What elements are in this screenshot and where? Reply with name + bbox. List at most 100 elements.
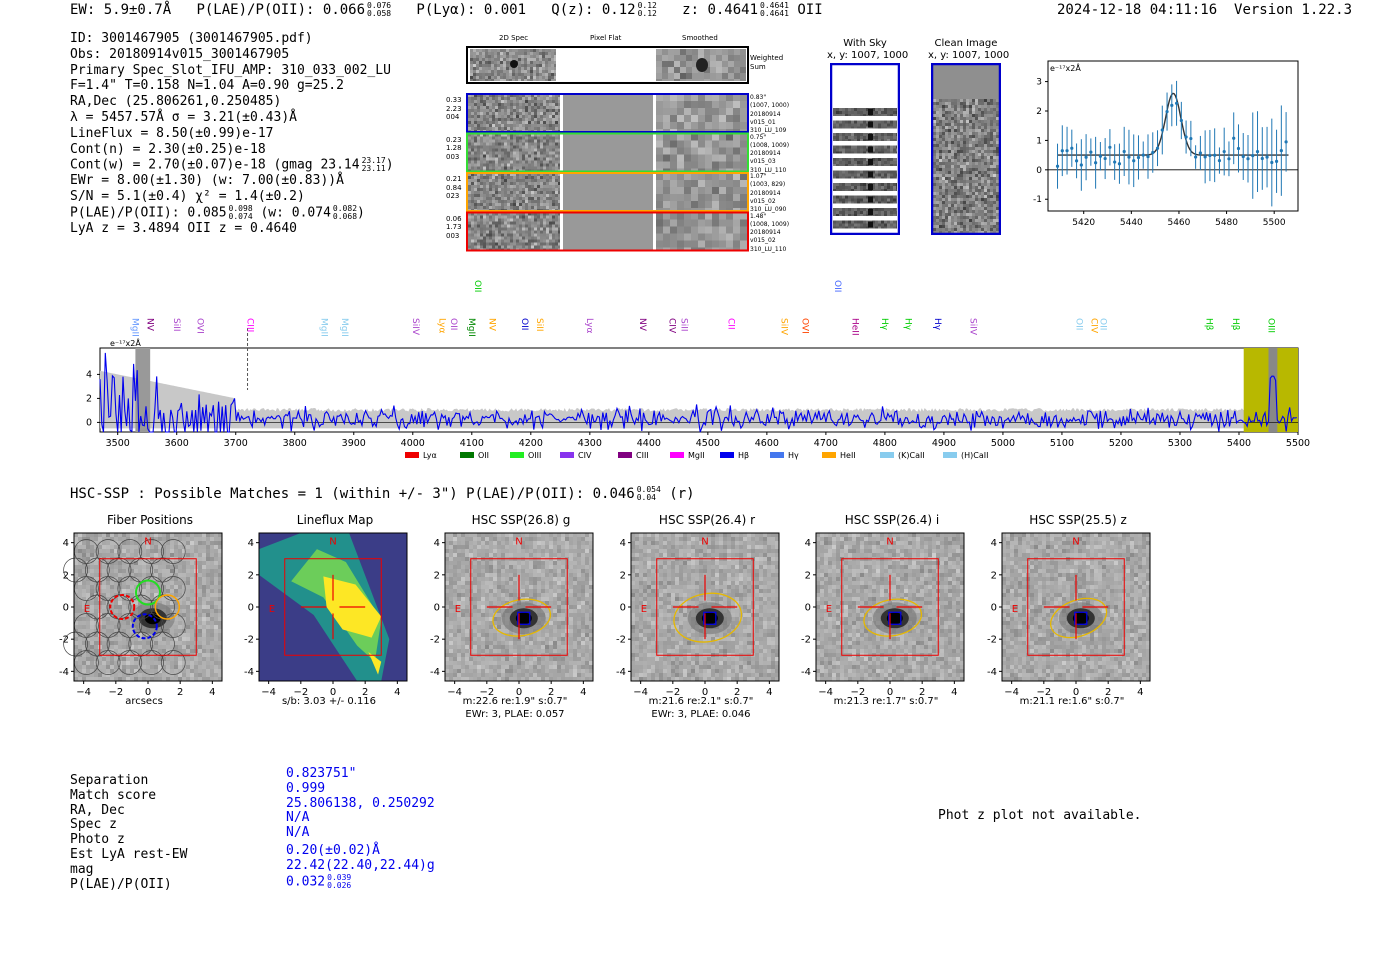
fit-point — [1203, 130, 1207, 184]
info-plae-hi: 0.098 — [228, 203, 253, 213]
fiber-red — [109, 594, 136, 620]
fit-point — [1217, 147, 1222, 174]
hsc-xtick-1-3: 2 — [362, 687, 368, 698]
cutout-frame-1 — [466, 132, 749, 173]
with-sky-stripe-4 — [833, 158, 897, 166]
spectrum-flux — [99, 352, 1297, 433]
hsc-noise-0 — [74, 533, 222, 681]
hsc-panel-image-3: N E 4 2 0 -2 -4 −4 −2 0 2 4 — [616, 532, 780, 698]
info-radec: RA,Dec (25.806261,0.250485) — [70, 94, 282, 110]
fit-point — [1170, 84, 1174, 127]
hsc-ytick-3-1: 2 — [620, 570, 626, 581]
hsc-ytick-0-4: -4 — [59, 667, 69, 678]
match-value-7: 0.032 0.039 0.026 — [286, 872, 352, 890]
spec-xtick-8: 4300 — [578, 438, 602, 449]
north-label-1: N — [329, 536, 336, 547]
legend-item-1: OII — [460, 451, 489, 460]
fit-point — [1184, 120, 1188, 154]
fit-ytick-0: 3 — [1036, 78, 1042, 88]
spectral-line-label-11: OII — [472, 280, 482, 292]
cutout-divider-a-1 — [560, 133, 563, 172]
weighted-label: Weighted — [750, 54, 784, 62]
match-label-7: P(LAE)/P(OII) — [70, 876, 172, 892]
spectral-line-label-19: CII — [726, 318, 736, 330]
hsc-header-text: HSC-SSP : Possible Matches = 1 (within +… — [70, 486, 635, 502]
hsc-xtick-1-4: 4 — [394, 687, 400, 698]
spec-xtick-0: 3500 — [106, 438, 130, 449]
cutout-divider-b-2 — [653, 173, 656, 211]
cutout-right-2-2: 20180914 — [750, 189, 781, 197]
hsc-panel-5: HSC SSP(25.5) z N E 4 2 0 -2 -4 −4 −2 0 2 4 m:21.1 re… — [987, 510, 1183, 725]
spectral-line-label-33: OIII — [1266, 318, 1276, 333]
fit-point — [1274, 129, 1279, 193]
hsc-ytick-0-3: -2 — [59, 635, 69, 646]
fit-point — [1246, 134, 1250, 183]
fit-point — [1098, 142, 1102, 171]
cutout-frame-0 — [466, 93, 749, 133]
hsc-xtick-3-3: 2 — [734, 687, 740, 698]
cutout-2d-noise-0 — [468, 94, 560, 132]
hsc-panel-4: HSC SSP(26.4) i N E 4 2 0 -2 -4 −4 −2 0 2 4 m:21.3 re… — [801, 510, 997, 725]
clean-image-title: Clean Image — [934, 38, 998, 49]
info-plae-w: (w: 0.074 — [260, 205, 331, 221]
info-lambda: λ = 5457.57Å σ = 3.21(±0.43)Å — [70, 109, 297, 125]
cutout-flat-3 — [562, 212, 654, 251]
hsc-red-box-1 — [284, 558, 382, 656]
hsc-hi: 0.054 — [636, 485, 661, 494]
hsc-panel-title-3: HSC SSP(26.4) r — [658, 513, 756, 527]
hsc-xtick-2-1: −2 — [479, 687, 494, 698]
fit-point — [1141, 141, 1145, 169]
fit-point — [1094, 136, 1098, 189]
cutout-right-3-1: (1008, 1009) — [750, 220, 790, 228]
hsc-ytick-5-0: 4 — [991, 538, 997, 549]
cutout-right-3-3: v015_02 — [750, 237, 776, 245]
match-value-4: N/A — [286, 825, 310, 841]
hsc-xtick-4-2: 0 — [887, 687, 893, 698]
info-plae: P(LAE)/P(OII): 0.085 — [70, 205, 227, 221]
fit-point — [1165, 92, 1169, 131]
hsc-ytick-3-0: 4 — [620, 538, 626, 549]
hsc-xtick-3-1: −2 — [665, 687, 680, 698]
spectral-line-label-0: MgII — [130, 318, 140, 337]
svg-text:OIII: OIII — [528, 451, 541, 460]
east-label-4: E — [826, 604, 832, 615]
hsc-ytick-0-2: 0 — [63, 603, 69, 614]
match-value-6: 22.42(22.40,22.44)g — [286, 857, 435, 873]
cutout-2d-noise-3 — [468, 212, 560, 251]
match-value-2: 25.806138, 0.250292 — [286, 795, 435, 811]
spectral-line-label-20: SiIV — [779, 318, 789, 336]
cutout-left-2-0: 0.21 — [446, 175, 462, 183]
cutout-right-0-2: 20180914 — [750, 110, 781, 118]
fit-point — [1189, 120, 1193, 157]
cutout-left-label-0: 0.33 2.23 004 — [446, 96, 462, 122]
legend-item-2: OIII — [510, 451, 541, 460]
with-sky-stripe-3 — [833, 145, 897, 154]
spectral-line-label-21: OVI — [799, 318, 809, 334]
spec-xtick-16: 5100 — [1050, 438, 1074, 449]
lineflux-yellow-b — [368, 652, 382, 675]
hsc-caption2-2: EWr: 3, PLAE: 0.057 — [465, 709, 565, 720]
cutout-left-1-2: 003 — [446, 152, 460, 161]
spectral-line-label-30: OII — [1097, 318, 1107, 330]
header-version: Version 1.22.3 — [1234, 2, 1353, 18]
spectral-line-label-14: SiII — [534, 318, 544, 332]
north-label-5: N — [1072, 536, 1079, 547]
hsc-blue-square-4 — [888, 611, 902, 625]
cutout-left-1-0: 0.23 — [446, 135, 462, 144]
hsc-panel-0: Fiber Positions N E 4 2 0 -2 -4 −4 −2 0 2 4 arcsecs — [59, 510, 255, 725]
fit-point — [1132, 134, 1136, 188]
spec-xtick-18: 5300 — [1168, 438, 1192, 449]
hsc-panel-title-2: HSC SSP(26.8) g — [471, 513, 571, 527]
cutout-left-1-1: 1.28 — [446, 144, 462, 152]
fit-point — [1065, 126, 1069, 175]
hsc-source-2 — [501, 602, 546, 635]
spectral-line-label-16: NV — [637, 318, 647, 332]
svg-text:(K)CaII: (K)CaII — [898, 451, 925, 460]
spectrum-error-band — [100, 370, 1298, 429]
fit-point — [1113, 144, 1117, 180]
svg-text:HeII: HeII — [840, 451, 856, 460]
hsc-ytick-2-2: 0 — [434, 603, 440, 614]
spec-xtick-4: 3900 — [342, 438, 366, 449]
spectral-line-label-22: OII — [832, 280, 842, 292]
weighted-sum-label: Weighted Sum — [750, 54, 783, 72]
